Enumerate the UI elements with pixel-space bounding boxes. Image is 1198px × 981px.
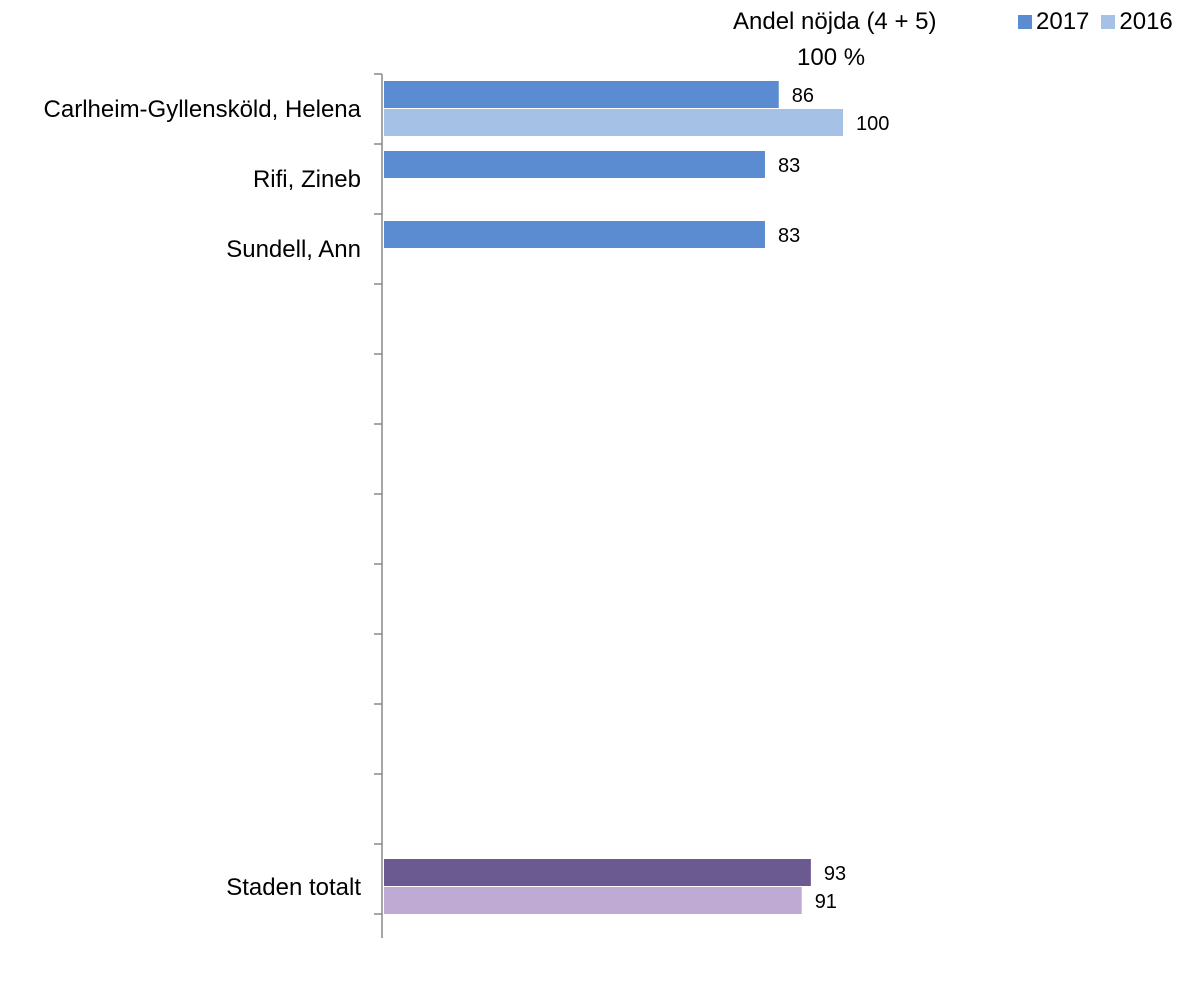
legend-label-2017: 2017	[1036, 8, 1090, 35]
legend-label-2016: 2016	[1119, 8, 1173, 35]
category-label: Sundell, Ann	[226, 236, 361, 263]
bar-2017-2	[384, 221, 765, 248]
bar-2017-12	[384, 859, 811, 886]
axis-max-label: 100 %	[797, 44, 866, 71]
data-label: 91	[815, 891, 837, 913]
legend-item-2017: 2017	[1018, 8, 1089, 36]
category-label: Carlheim-Gyllensköld, Helena	[44, 96, 362, 123]
data-label: 93	[824, 863, 846, 885]
chart-header-label: Andel nöjda (4 + 5)	[733, 8, 937, 35]
legend: 2017 2016	[1018, 8, 1185, 36]
legend-item-2016: 2016	[1101, 8, 1173, 36]
category-label: Rifi, Zineb	[253, 166, 361, 193]
bar-2017-1	[384, 151, 765, 178]
data-label: 83	[778, 155, 800, 177]
bar-2017-0	[384, 81, 779, 108]
legend-swatch-2017	[1018, 15, 1032, 29]
category-label: Staden totalt	[226, 874, 361, 901]
data-label: 83	[778, 225, 800, 247]
bar-2016-12	[384, 887, 802, 914]
data-label: 86	[792, 85, 814, 107]
bar-2016-0	[384, 109, 843, 136]
data-label: 100	[856, 113, 889, 135]
legend-swatch-2016	[1101, 15, 1116, 29]
